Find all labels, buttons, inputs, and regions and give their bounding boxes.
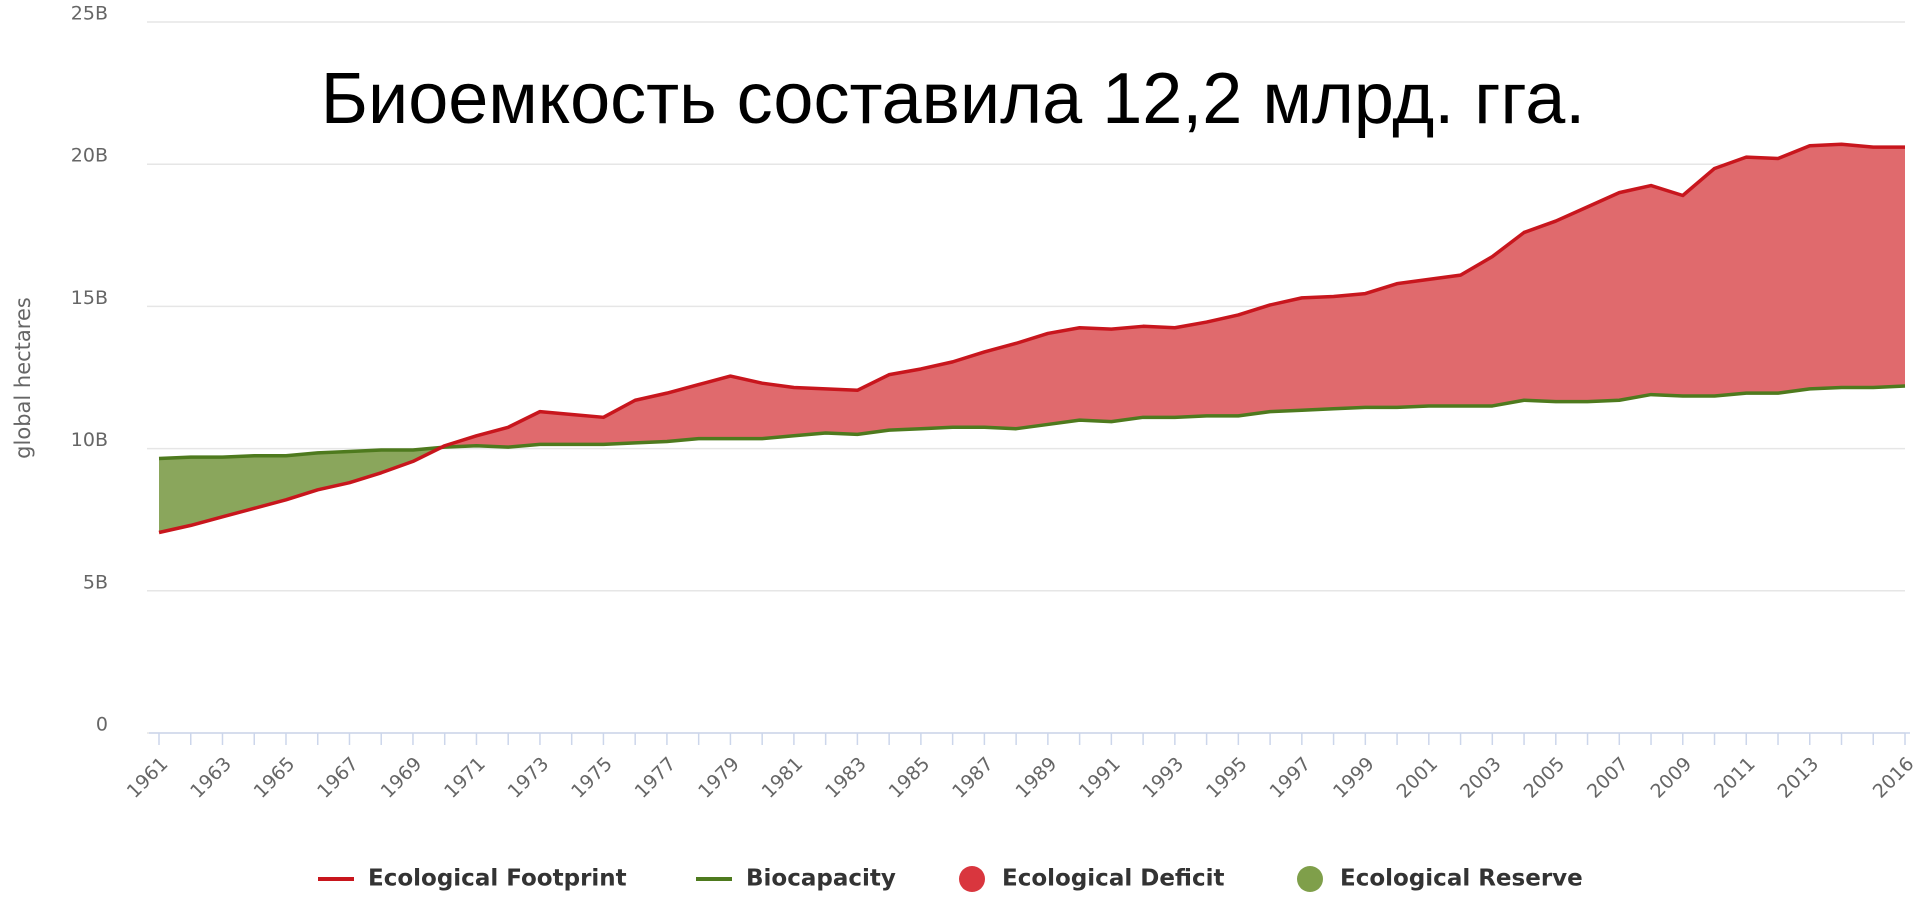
x-tick-label: 1995 [1202,753,1252,803]
x-tick-label: 1969 [377,753,427,803]
legend-label: Biocapacity [746,866,896,892]
legend-label: Ecological Reserve [1340,866,1583,892]
x-tick-label: 2013 [1773,753,1823,803]
x-tick-label: 1983 [821,753,871,803]
y-tick-label: 15B [71,287,108,309]
y-tick-label: 0 [96,714,108,736]
series-line [158,384,1906,461]
x-tick-label: 1971 [440,753,490,803]
x-tick-label: 1985 [885,753,935,803]
legend-label: Ecological Deficit [1002,866,1224,892]
x-tick-label: 1993 [1139,753,1189,803]
y-tick-label: 20B [71,145,108,167]
x-tick-label: 1973 [504,753,554,803]
legend-dot [959,866,985,892]
x-tick-label: 2003 [1456,753,1506,803]
chart-title: Биоемкость составила 12,2 млрд. гга. [321,59,1586,139]
x-tick-label: 1997 [1266,753,1316,803]
x-tick-label: 2001 [1392,753,1442,803]
x-tick-label: 1991 [1075,753,1125,803]
deficit-area [441,144,1905,448]
x-tick-label: 2009 [1646,753,1696,803]
legend-dot [1297,866,1323,892]
y-tick-label: 10B [71,429,108,451]
y-axis-label: global hectares [11,297,35,459]
x-tick-label: 2007 [1583,753,1633,803]
x-tick-label: 2005 [1519,753,1569,803]
x-tick-label: 1979 [694,753,744,803]
x-tick-label: 1965 [250,753,300,803]
x-tick-label: 1961 [123,753,173,803]
x-tick-label: 1981 [758,753,808,803]
x-tick-label: 1963 [186,753,236,803]
x-tick-label: 1999 [1329,753,1379,803]
x-tick-label: 1977 [631,753,681,803]
x-tick-label: 1987 [948,753,998,803]
series-line [158,142,1905,535]
x-tick-label: 1975 [567,753,617,803]
x-tick-label: 2016 [1869,753,1915,803]
y-tick-label: 25B [71,3,108,25]
reserve-area [159,447,442,533]
x-tick-label: 2011 [1710,753,1760,803]
legend-label: Ecological Footprint [368,866,627,892]
x-tick-label: 1989 [1012,753,1062,803]
y-tick-label: 5B [83,571,108,593]
x-tick-label: 1967 [313,753,363,803]
